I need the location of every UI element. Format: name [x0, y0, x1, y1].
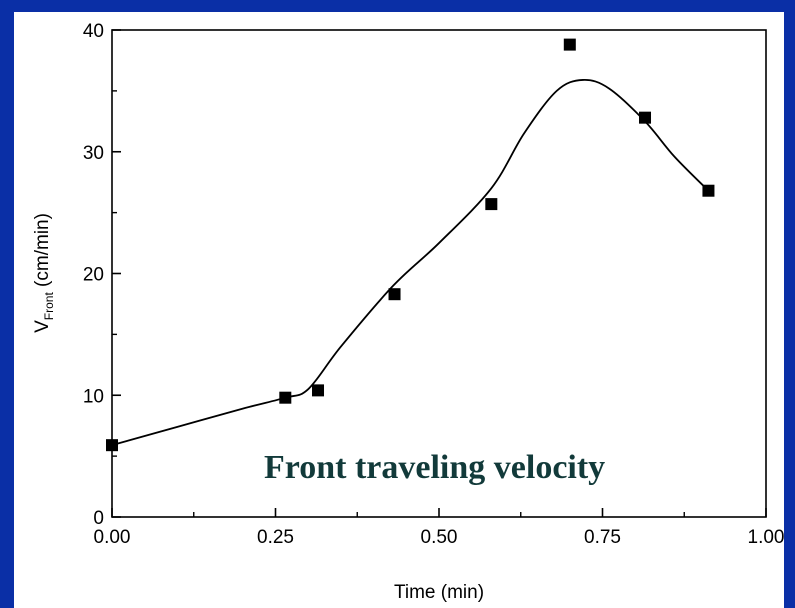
y-tick-label-2: 20 — [83, 265, 104, 286]
svg-text:VFront (cm/min): VFront (cm/min) — [32, 213, 56, 333]
y-tick-label-1: 10 — [83, 386, 104, 407]
data-point-1 — [279, 391, 292, 404]
y-tick-label-3: 30 — [83, 143, 104, 164]
data-point-2 — [312, 384, 325, 397]
axis-tick-labels: 0.00 0.25 0.50 0.75 1.00 0 10 20 30 40 — [83, 21, 785, 548]
plot-frame — [111, 29, 767, 518]
data-point-6 — [639, 111, 652, 124]
x-tick-label-0: 0.00 — [94, 527, 131, 548]
data-point-5 — [563, 38, 576, 51]
x-tick-label-2: 0.50 — [421, 527, 458, 548]
y-axis-title: VFront (cm/min) — [32, 213, 56, 333]
y-axis-title-subscript: Front — [42, 292, 56, 321]
y-tick-label-4: 40 — [83, 21, 104, 42]
data-point-0 — [106, 439, 118, 452]
x-axis-title: Time (min) — [394, 582, 484, 603]
x-tick-label-3: 0.75 — [584, 527, 621, 548]
y-tick-label-0: 0 — [93, 508, 104, 529]
fit-curve — [111, 78, 710, 447]
y-axis-title-main: V — [32, 320, 53, 333]
chart-panel — [14, 12, 784, 608]
data-point-4 — [485, 198, 498, 211]
x-tick-label-1: 0.25 — [257, 527, 294, 548]
x-tick-label-4: 1.00 — [748, 527, 785, 548]
y-axis-title-unit: (cm/min) — [32, 213, 53, 292]
axis-ticks — [111, 29, 767, 518]
data-point-3 — [388, 288, 401, 301]
data-point-7 — [702, 184, 715, 197]
chart-annotation: Front traveling velocity — [264, 449, 605, 486]
data-points — [106, 38, 715, 452]
